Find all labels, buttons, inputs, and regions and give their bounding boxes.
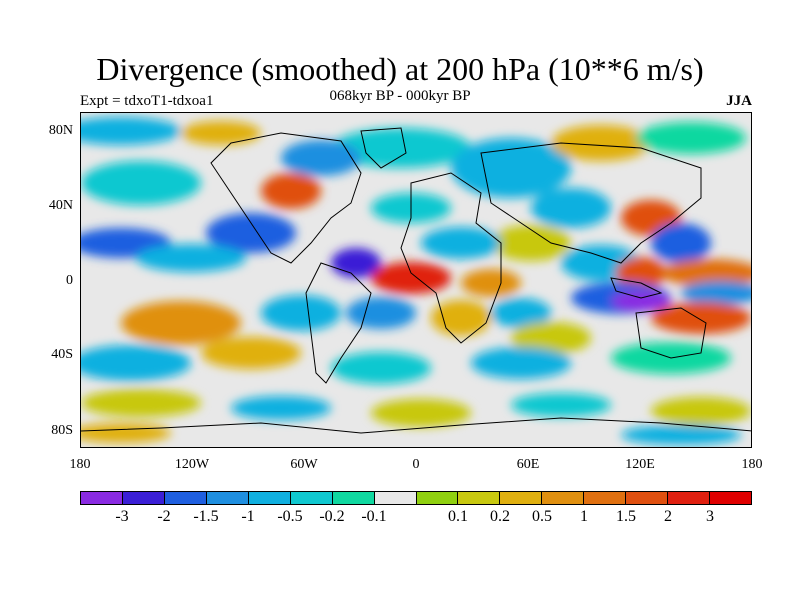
season-label: JJA xyxy=(726,93,752,109)
colorbar-label: 0.5 xyxy=(532,508,552,525)
colorbar-swatch xyxy=(332,492,375,504)
lat-label-80s: 80S xyxy=(51,423,73,438)
lon-label-0: 0 xyxy=(412,457,420,472)
colorbar-label: -3 xyxy=(115,508,129,525)
colorbar-label: -2 xyxy=(157,508,171,525)
colorbar-label: 0.1 xyxy=(448,508,468,525)
colorbar-swatch xyxy=(248,492,291,504)
colorbar-label: -0.1 xyxy=(361,508,387,525)
divergence-map xyxy=(80,112,752,448)
colorbar-swatch xyxy=(668,492,711,504)
colorbar-label: -0.2 xyxy=(319,508,345,525)
colorbar-label: 0.2 xyxy=(490,508,510,525)
map-title: Divergence (smoothed) at 200 hPa (10**6 … xyxy=(96,51,704,87)
colorbar-swatch xyxy=(290,492,333,504)
colorbar-swatch xyxy=(122,492,165,504)
lon-label-180w: 180 xyxy=(69,457,91,472)
map-subtitle: 068kyr BP - 000kyr BP xyxy=(329,88,471,104)
colorbar-label: 1 xyxy=(580,508,588,525)
colorbar xyxy=(80,491,752,505)
divergence-field xyxy=(81,117,751,445)
lon-label-180e: 180 xyxy=(741,457,763,472)
colorbar-swatch xyxy=(206,492,249,504)
colorbar-label: 2 xyxy=(664,508,672,525)
lon-label-120w: 120W xyxy=(174,457,210,472)
lon-label-60e: 60E xyxy=(516,457,540,472)
colorbar-swatch xyxy=(374,492,417,504)
colorbar-label: -1 xyxy=(241,508,255,525)
colorbar-swatch xyxy=(542,492,585,504)
lon-label-120e: 120E xyxy=(625,457,655,472)
colorbar-swatch xyxy=(710,492,751,504)
lat-label-80n: 80N xyxy=(48,123,73,138)
lat-label-40s: 40S xyxy=(51,347,73,362)
lat-label-40n: 40N xyxy=(48,198,73,213)
colorbar-swatch xyxy=(584,492,627,504)
lon-label-60w: 60W xyxy=(290,457,318,472)
colorbar-label: -1.5 xyxy=(193,508,219,525)
map-field-svg xyxy=(81,113,751,447)
colorbar-swatch xyxy=(81,492,123,504)
colorbar-swatch xyxy=(626,492,669,504)
colorbar-swatch xyxy=(458,492,501,504)
coastlines xyxy=(81,127,751,434)
colorbar-swatch xyxy=(416,492,459,504)
colorbar-swatch xyxy=(500,492,543,504)
colorbar-label: -0.5 xyxy=(277,508,303,525)
colorbar-label: 3 xyxy=(706,508,714,525)
experiment-label: Expt = tdxoT1-tdxoa1 xyxy=(80,93,214,109)
colorbar-swatch xyxy=(164,492,207,504)
lat-label-0: 0 xyxy=(66,273,73,288)
colorbar-label: 1.5 xyxy=(616,508,636,525)
